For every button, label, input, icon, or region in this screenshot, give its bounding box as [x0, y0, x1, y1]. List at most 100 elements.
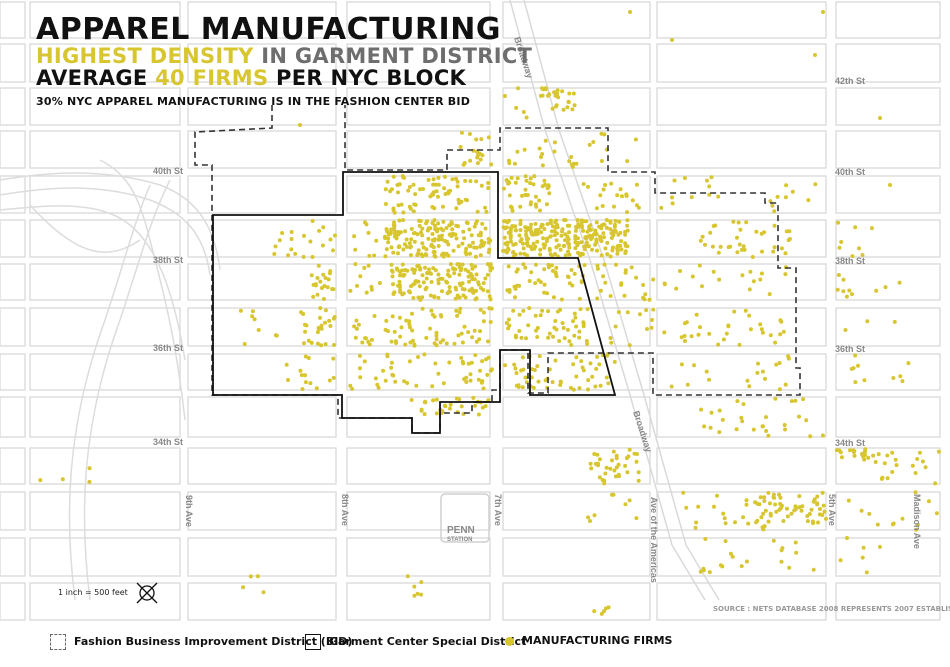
firm-dot [505, 220, 510, 225]
firm-dot [579, 280, 584, 285]
firm-dot [255, 574, 260, 579]
firm-dot [541, 87, 546, 92]
firm-dot [579, 359, 584, 364]
firm-dot [420, 306, 425, 311]
city-block [835, 263, 941, 301]
firm-dot [698, 325, 702, 330]
firm-dot [612, 468, 617, 473]
firm-dot [602, 262, 607, 267]
firm-dot [38, 478, 43, 483]
firm-dot [838, 558, 843, 563]
city-block [187, 447, 337, 485]
firm-dot [509, 205, 514, 210]
firm-dot [528, 202, 533, 207]
firm-dot [537, 354, 542, 359]
firm-dot [558, 383, 563, 387]
firm-dot [717, 408, 722, 413]
firm-dot [864, 570, 869, 575]
firm-dot [598, 193, 603, 198]
firm-dot [532, 174, 537, 179]
firm-dot [891, 376, 896, 380]
street-label-42nd: 42th St [835, 76, 865, 86]
firm-dot [511, 242, 516, 247]
firm-dot [559, 297, 564, 302]
firm-dot [799, 508, 804, 513]
firm-dot [602, 481, 607, 486]
firm-dot [256, 328, 261, 332]
firm-dot [770, 203, 775, 208]
firm-dot [546, 93, 550, 98]
city-block [656, 307, 827, 347]
firm-dot [841, 289, 846, 294]
firm-dot [473, 264, 478, 269]
city-block [835, 353, 941, 391]
firm-dot [451, 267, 456, 272]
firm-dot [567, 252, 572, 257]
firm-dot [777, 361, 782, 365]
firm-dot [913, 490, 918, 495]
firm-dot [411, 209, 416, 214]
firm-dot [363, 336, 368, 341]
firm-dot [787, 565, 792, 570]
firm-dot [326, 277, 331, 282]
penn-label-line1: PENN [447, 525, 475, 536]
firm-dot [589, 466, 594, 471]
firm-dot [790, 189, 795, 194]
firm-dot [853, 380, 858, 385]
firm-dot [440, 252, 444, 257]
city-block [0, 130, 26, 169]
firm-dot [321, 272, 326, 277]
firm-dot [458, 306, 463, 311]
firm-dot [735, 235, 739, 240]
firm-dot [540, 163, 545, 168]
title-line-3-post: PER NYC BLOCK [268, 66, 467, 90]
firm-dot [452, 271, 457, 276]
firm-dot [573, 315, 578, 320]
legend-garment-swatch [305, 634, 321, 650]
city-block [29, 491, 181, 531]
firm-dot [934, 511, 939, 516]
firm-dot [578, 307, 583, 312]
firm-dot [434, 189, 439, 194]
firm-dot [457, 281, 462, 286]
firm-dot [441, 381, 446, 386]
firm-dot [778, 332, 783, 337]
firm-dot [398, 334, 403, 339]
firm-dot [670, 201, 675, 206]
firm-dot [408, 325, 412, 330]
city-block [0, 582, 26, 621]
firm-dot [696, 504, 701, 509]
city-block [29, 130, 181, 169]
firm-dot [315, 292, 320, 297]
firm-dot [627, 498, 632, 503]
firm-dot [476, 280, 481, 285]
firm-dot [604, 375, 609, 380]
firm-dot [627, 447, 632, 452]
firm-dot [521, 262, 526, 267]
firm-dot [574, 225, 578, 229]
firm-dot [318, 306, 323, 311]
firm-dot [613, 218, 618, 223]
firm-dot [529, 270, 534, 275]
firm-dot [415, 253, 420, 258]
firm-dot [419, 407, 424, 412]
firm-dot [711, 224, 716, 228]
street-label-34th-right: 34th St [835, 438, 865, 448]
firm-dot [503, 94, 507, 98]
firm-dot [707, 570, 712, 575]
firm-dot [404, 318, 409, 323]
firm-dot [556, 243, 561, 248]
firm-dot [402, 272, 407, 277]
firm-dot [421, 245, 426, 250]
street-label-34th-left: 34th St [153, 437, 183, 447]
firm-dot [389, 360, 394, 365]
firm-dot [846, 498, 851, 503]
firm-dot [576, 241, 581, 245]
firm-dot [597, 457, 602, 462]
firm-dot [637, 312, 642, 317]
firm-dot [419, 580, 424, 585]
firm-dot [396, 251, 400, 256]
firm-dot [733, 520, 737, 525]
firm-dot [377, 281, 382, 285]
